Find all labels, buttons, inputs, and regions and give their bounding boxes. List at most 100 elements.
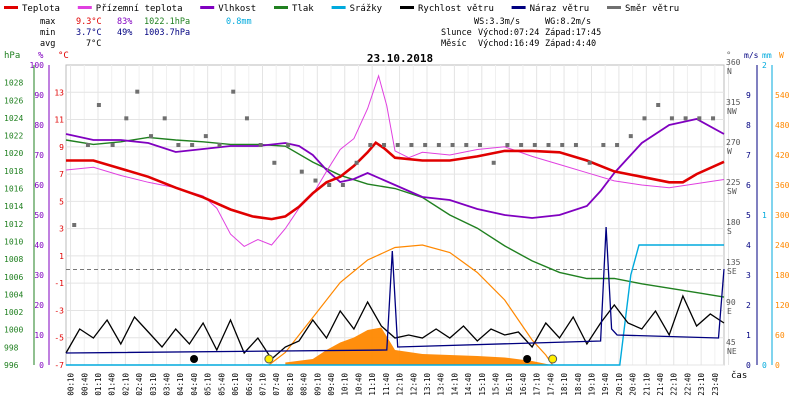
humidity-tick: 70 [34, 151, 44, 160]
humidity-tick: 0 [39, 361, 44, 370]
temp-tick: -5 [54, 334, 64, 343]
legend-swatch [400, 6, 414, 9]
pressure-tick: 1026 [4, 96, 23, 105]
winddir-tick: 45 [726, 338, 736, 347]
legend-label: Rychlost větru [418, 4, 494, 14]
wind-speed-line [65, 294, 725, 360]
temp-tick: 7 [59, 170, 64, 179]
wind-direction-point [436, 143, 441, 147]
axis-units: hPa % °C ° m/s mm W čas [4, 51, 784, 381]
wind-direction-point [477, 143, 482, 147]
x-tick-label: 06:10 [231, 373, 240, 396]
stats-max-temp: 9.3°C [76, 17, 102, 27]
wind-direction-point [560, 143, 565, 147]
x-tick-label: 22:10 [670, 373, 679, 396]
pressure-tick: 998 [4, 343, 19, 352]
winddir-tick: 180 [726, 218, 741, 227]
pressure-tick: 1022 [4, 132, 23, 141]
humidity-tick: 90 [34, 91, 44, 100]
legend-label: Náraz větru [530, 4, 590, 14]
solar-tick: 120 [775, 301, 790, 310]
wind-direction-point [615, 143, 620, 147]
x-tick-label: 17:10 [533, 373, 542, 396]
temp-tick: 3 [59, 225, 64, 234]
stats-avg-temp: 7°C [86, 39, 101, 49]
x-tick-label: 08:40 [300, 373, 309, 396]
humidity-tick: 80 [34, 121, 44, 130]
x-tick-label: 10:10 [341, 373, 350, 396]
moonrise-marker [523, 355, 532, 363]
winddir-tick: 360 [726, 58, 741, 67]
wind-direction-point [299, 169, 304, 174]
wind-direction-point [340, 183, 345, 187]
chart-series [65, 74, 725, 366]
winddir-name: NE [727, 347, 737, 356]
humidity-tick: 20 [34, 301, 44, 310]
wind-direction-point [628, 134, 633, 139]
temp-tick: -7 [54, 361, 64, 370]
winddir-name: NW [727, 107, 737, 116]
x-tick-label: 03:10 [149, 373, 158, 396]
wind-direction-point [642, 116, 647, 121]
pressure-tick: 1012 [4, 220, 23, 229]
wind-direction-point [72, 223, 77, 227]
humidity-tick: 10 [34, 331, 44, 340]
wind-gust-info: WG:8.2m/s [545, 17, 591, 27]
wind-tick: 6 [746, 181, 751, 190]
wind-direction-point [464, 143, 469, 147]
x-tick-label: 12:40 [409, 373, 418, 396]
rain-tick: 0 [762, 361, 767, 370]
legend-label: Přízemní teplota [96, 4, 183, 14]
sun-label: Slunce [441, 28, 472, 38]
x-tick-label: 15:40 [492, 373, 501, 396]
unit-degrees: ° [726, 51, 731, 61]
humidity-tick: 50 [34, 211, 44, 220]
wind-direction-point [110, 143, 115, 147]
winddir-name: SW [727, 187, 737, 196]
moon-label: Měsíc [441, 39, 467, 49]
x-tick-label: 11:40 [382, 373, 391, 396]
x-tick-label: 11:10 [368, 373, 377, 396]
winddir-name: W [727, 147, 732, 156]
pressure-line [65, 136, 725, 298]
temperature-line [66, 140, 725, 221]
legend-label: Směr větru [625, 4, 679, 14]
winddir-name: S [727, 227, 732, 236]
winddir-name: N [727, 67, 732, 76]
chart-title: 23.10.2018 [367, 52, 433, 65]
winddir-tick: 225 [726, 178, 741, 187]
solar-tick: 0 [775, 361, 780, 370]
wind-tick: 4 [746, 241, 751, 250]
solar-tick: 300 [775, 211, 790, 220]
x-tick-label: 18:10 [560, 373, 569, 396]
x-tick-label: 16:10 [505, 373, 514, 396]
x-tick-label: 18:40 [574, 373, 583, 396]
pressure-tick: 1000 [4, 326, 23, 335]
x-tick-label: 13:10 [423, 373, 432, 396]
stats-max-hum: 83% [117, 17, 132, 27]
sunset-marker [548, 354, 558, 364]
sun-rise: Východ:07:24 [478, 28, 539, 38]
wind-direction-point [190, 143, 195, 147]
legend-label: Srážky [350, 4, 383, 14]
plot-area [65, 64, 725, 366]
temp-tick: 5 [59, 197, 64, 206]
pressure-tick: 1010 [4, 237, 23, 246]
wind-direction-point [231, 89, 236, 94]
x-tick-label: 19:40 [601, 373, 610, 396]
wind-tick: 1 [746, 331, 751, 340]
pressure-tick: 1006 [4, 273, 23, 282]
legend-label: Vlhkost [218, 4, 256, 14]
x-tick-label: 08:10 [286, 373, 295, 396]
legend-swatch [607, 6, 621, 9]
temp-tick: 13 [54, 88, 64, 97]
x-tick-label: 23:10 [697, 373, 706, 396]
x-tick-label: 16:40 [519, 373, 528, 396]
wind-tick: 8 [746, 121, 751, 130]
wind-direction-point [601, 143, 606, 147]
moonset-marker [190, 355, 199, 363]
solar-tick: 60 [775, 331, 785, 340]
humidity-tick: 40 [34, 241, 44, 250]
solar-tick: 480 [775, 121, 790, 130]
legend-swatch [331, 6, 346, 9]
